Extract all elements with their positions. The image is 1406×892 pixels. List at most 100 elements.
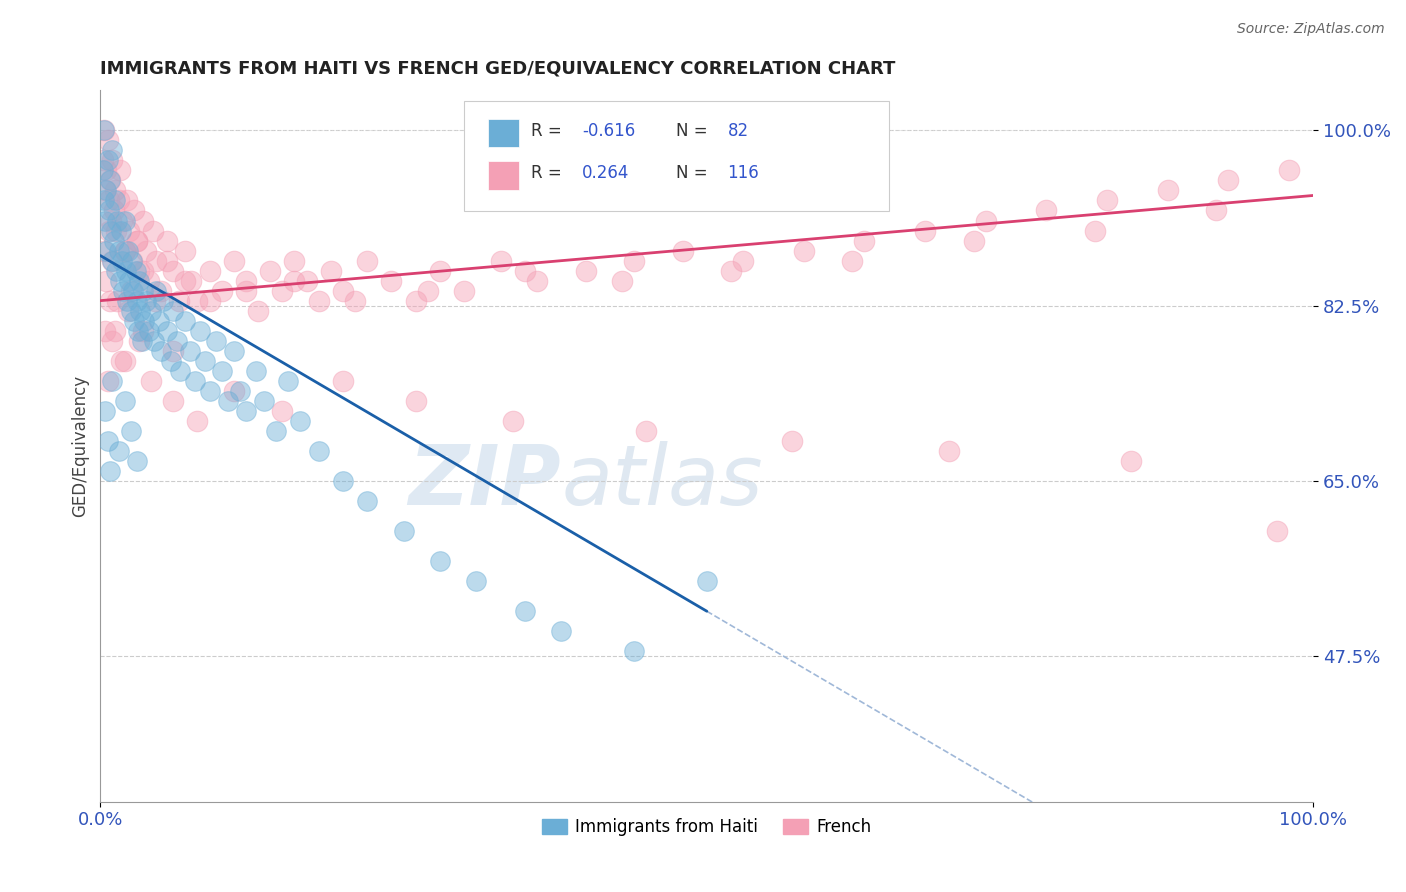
Point <box>198 384 221 398</box>
Point <box>101 334 124 348</box>
Point <box>96 184 118 198</box>
Point <box>211 364 233 378</box>
Point <box>120 303 142 318</box>
Point <box>100 213 122 227</box>
FancyBboxPatch shape <box>488 119 519 147</box>
Point <box>429 263 451 277</box>
Point <box>101 374 124 388</box>
Point <box>128 263 150 277</box>
Point <box>107 444 129 458</box>
Point <box>235 274 257 288</box>
Point <box>110 223 132 237</box>
Point <box>1157 184 1180 198</box>
Text: 0.264: 0.264 <box>582 164 630 183</box>
Point <box>271 284 294 298</box>
Point <box>93 123 115 137</box>
Point <box>107 194 129 208</box>
Point <box>235 404 257 418</box>
Point <box>138 324 160 338</box>
Point <box>110 353 132 368</box>
Point <box>97 133 120 147</box>
Point <box>145 253 167 268</box>
Point <box>114 244 136 258</box>
Point <box>636 424 658 438</box>
Point <box>162 343 184 358</box>
Point <box>127 324 149 338</box>
Point <box>125 234 148 248</box>
Point <box>184 374 207 388</box>
Point <box>141 374 163 388</box>
Point <box>259 263 281 277</box>
Point <box>129 303 152 318</box>
Point <box>295 274 318 288</box>
Point <box>124 203 146 218</box>
Point <box>117 303 139 318</box>
Point <box>429 554 451 568</box>
Point <box>98 173 121 187</box>
Point <box>93 123 115 137</box>
Point <box>283 253 305 268</box>
Point <box>96 163 118 178</box>
Point <box>356 494 378 508</box>
Point <box>332 474 354 488</box>
Point <box>696 574 718 589</box>
Point <box>97 434 120 448</box>
Point <box>186 414 208 428</box>
Point <box>356 253 378 268</box>
Point <box>963 234 986 248</box>
Point <box>132 284 155 298</box>
Point <box>1218 173 1240 187</box>
Point <box>204 334 226 348</box>
Point <box>1084 223 1107 237</box>
Point <box>1035 203 1057 218</box>
Point <box>853 234 876 248</box>
Point <box>150 284 173 298</box>
Point <box>121 253 143 268</box>
Point <box>118 223 141 237</box>
Point <box>141 303 163 318</box>
Point <box>94 184 117 198</box>
Point <box>283 274 305 288</box>
Point <box>150 343 173 358</box>
Point <box>115 194 138 208</box>
Point <box>135 293 157 308</box>
Point <box>122 284 145 298</box>
Point <box>118 274 141 288</box>
Point <box>132 324 155 338</box>
Point <box>93 244 115 258</box>
Point <box>96 274 118 288</box>
Point <box>188 324 211 338</box>
Point <box>97 203 120 218</box>
Point <box>247 303 270 318</box>
Point <box>416 284 439 298</box>
Point <box>186 293 208 308</box>
Point <box>152 293 174 308</box>
Point <box>222 343 245 358</box>
Point <box>98 464 121 478</box>
Point <box>277 374 299 388</box>
Point <box>344 293 367 308</box>
Point <box>104 324 127 338</box>
Point <box>166 334 188 348</box>
Point <box>94 324 117 338</box>
Point <box>550 624 572 639</box>
Point <box>132 213 155 227</box>
Point <box>623 644 645 658</box>
Y-axis label: GED/Equivalency: GED/Equivalency <box>72 375 89 517</box>
Text: R =: R = <box>531 122 567 140</box>
Point <box>332 374 354 388</box>
Point <box>115 293 138 308</box>
Point <box>733 253 755 268</box>
Point <box>124 263 146 277</box>
Text: N =: N = <box>676 122 713 140</box>
Point <box>105 213 128 227</box>
Point <box>489 253 512 268</box>
Point <box>96 244 118 258</box>
Point <box>114 263 136 277</box>
Point <box>502 414 524 428</box>
Point <box>308 444 330 458</box>
Point <box>162 263 184 277</box>
Text: IMMIGRANTS FROM HAITI VS FRENCH GED/EQUIVALENCY CORRELATION CHART: IMMIGRANTS FROM HAITI VS FRENCH GED/EQUI… <box>100 60 896 78</box>
Point <box>101 144 124 158</box>
Point <box>148 314 170 328</box>
